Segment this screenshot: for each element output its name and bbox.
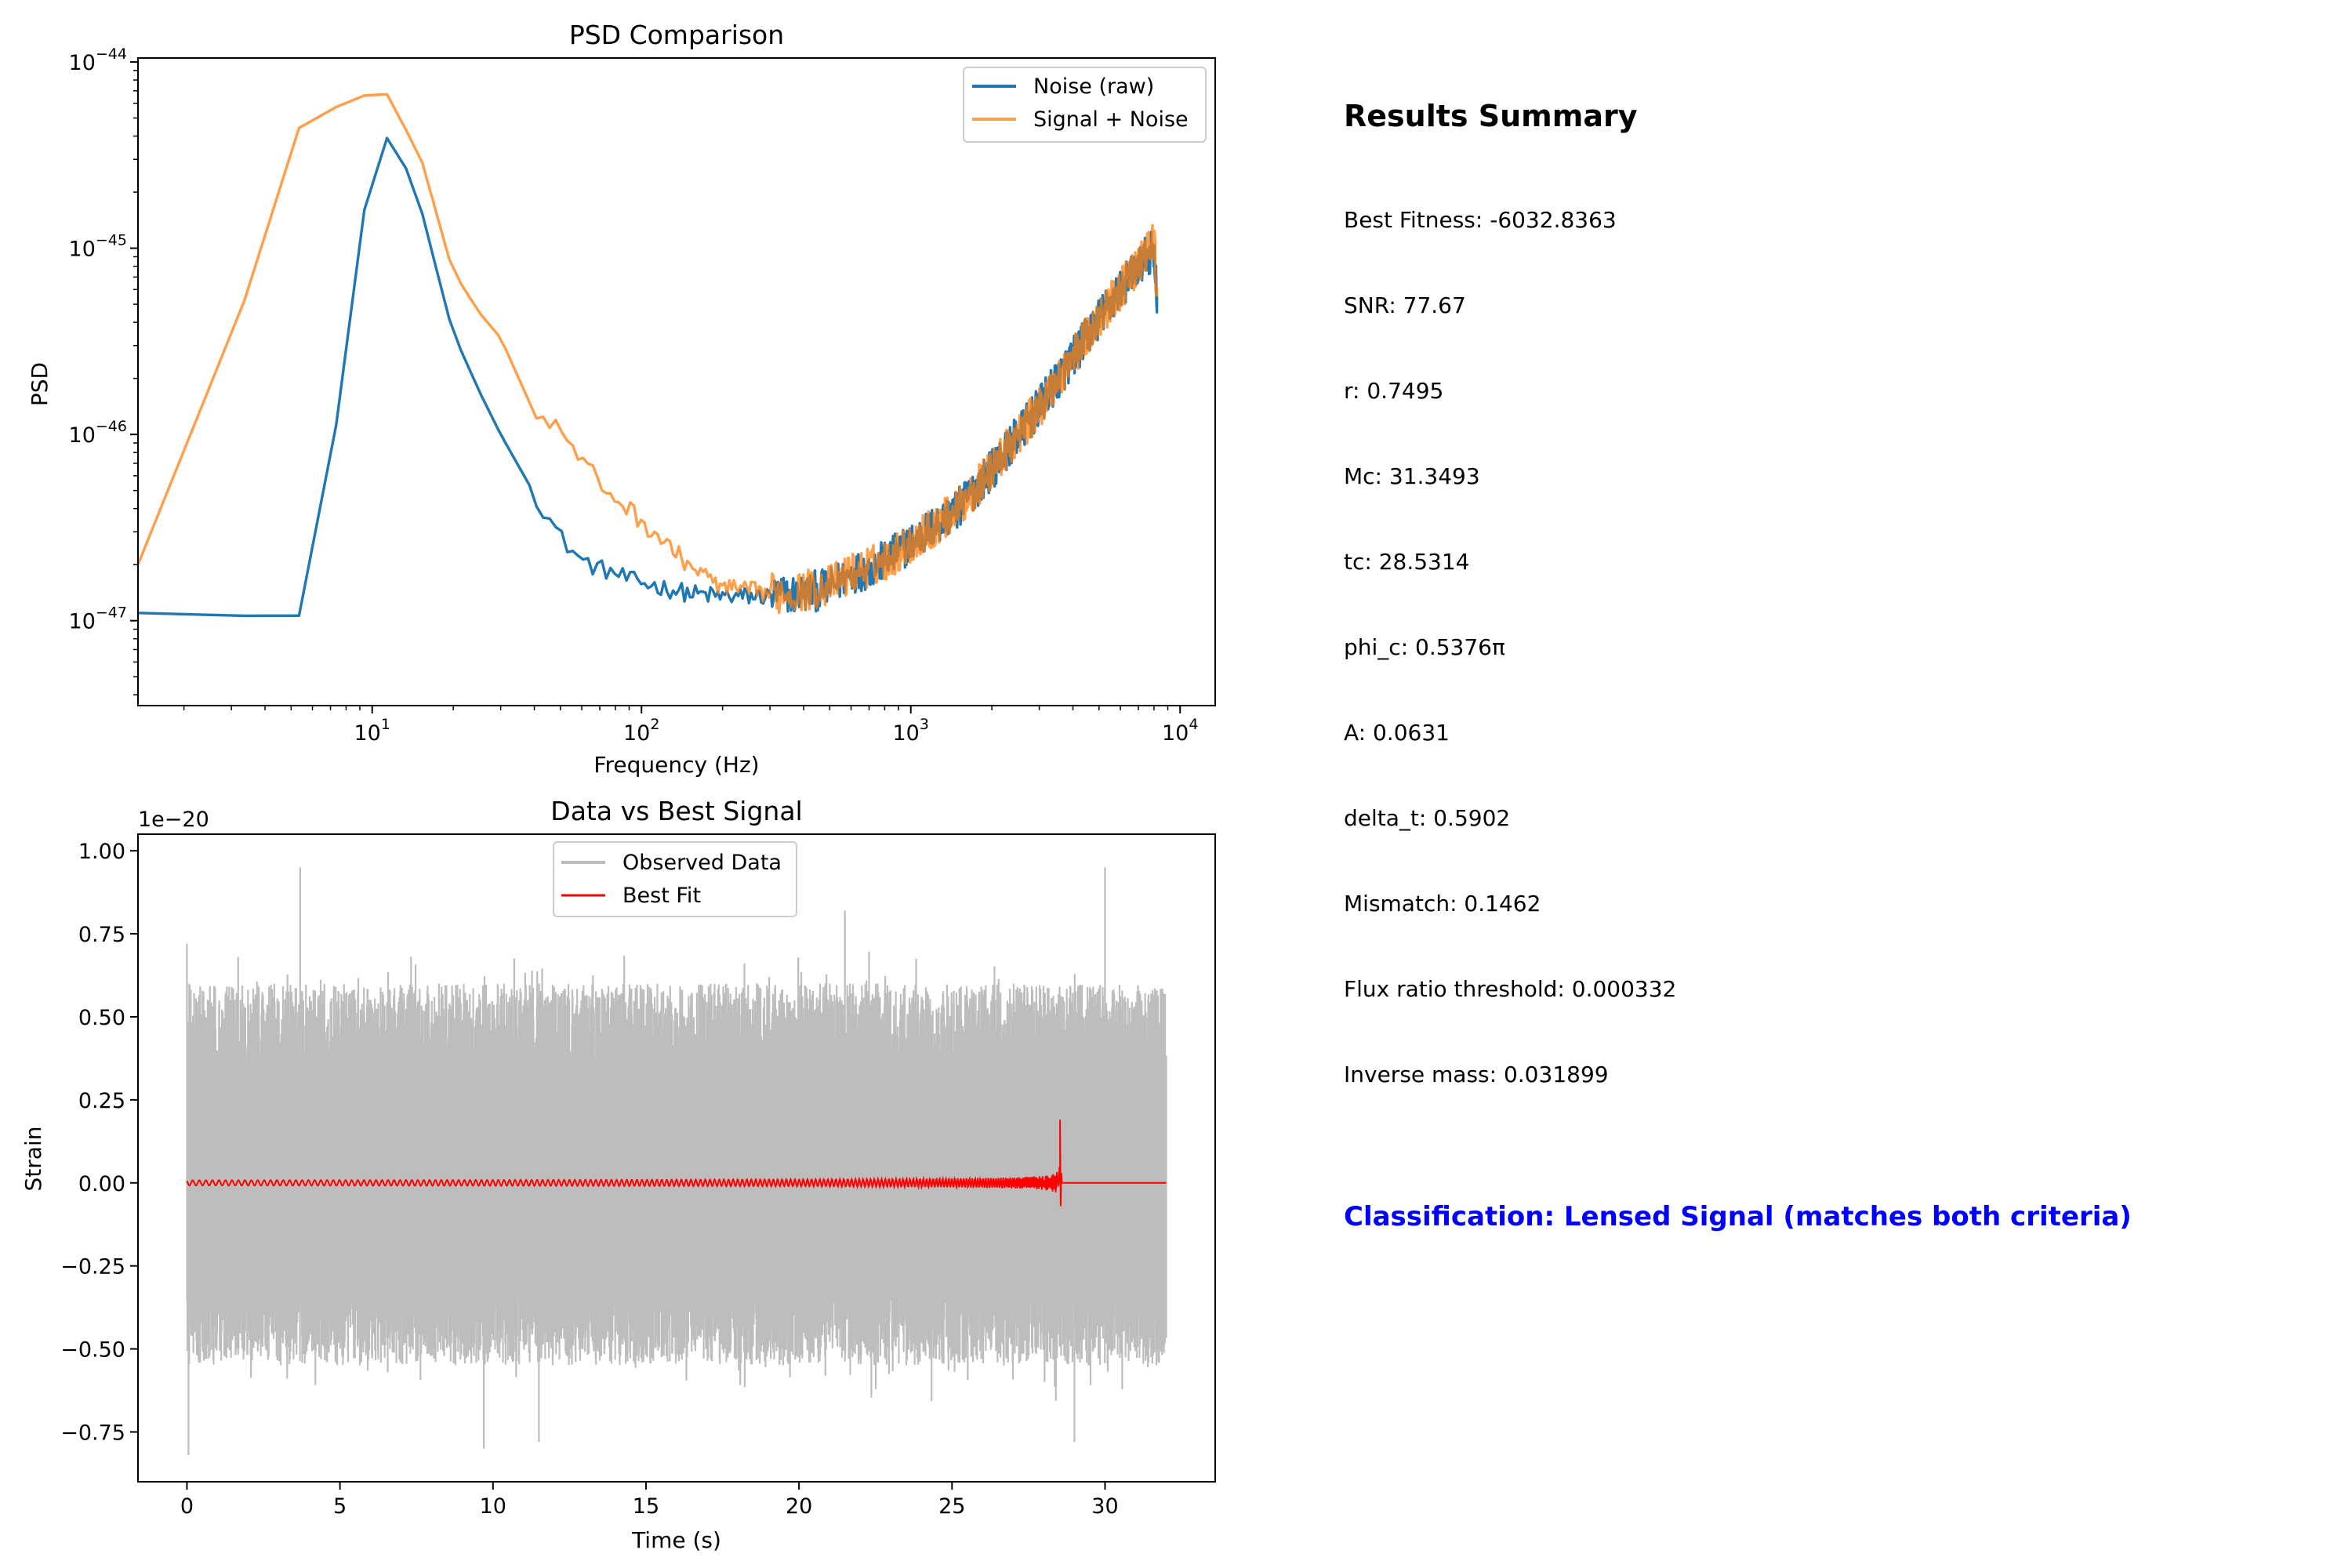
psd-plot-area xyxy=(138,93,1159,618)
psd-x-tick-label: 101 xyxy=(354,716,390,746)
timeseries-offset-label: 1e−20 xyxy=(138,808,209,832)
psd-y-tick-label: 10−47 xyxy=(69,604,127,634)
psd-legend-label-signal-noise: Signal + Noise xyxy=(1033,107,1189,132)
timeseries-y-tick-label: 0.75 xyxy=(78,923,125,947)
timeseries-y-tick-label: 0.50 xyxy=(78,1006,125,1030)
timeseries-axes-frame xyxy=(137,833,1216,1483)
timeseries-x-tick-label: 15 xyxy=(633,1494,659,1519)
summary-best-fitness: Best Fitness: -6032.8363 xyxy=(1344,207,1617,233)
psd-legend-label-noise: Noise (raw) xyxy=(1033,74,1154,99)
timeseries-x-axis: 0 5 10 15 20 25 30 xyxy=(180,1482,1119,1519)
timeseries-legend-label-best-fit: Best Fit xyxy=(622,884,701,908)
timeseries-chart: Data vs Best Signal 1e−20 0 5 10 15 20 25 30 −… xyxy=(20,796,1216,1553)
timeseries-x-tick-label: 25 xyxy=(938,1494,965,1519)
timeseries-x-tick-label: 10 xyxy=(480,1494,506,1519)
summary-mc: Mc: 31.3493 xyxy=(1344,463,1480,489)
timeseries-x-tick-label: 0 xyxy=(180,1494,194,1519)
summary-inverse-mass: Inverse mass: 0.031899 xyxy=(1344,1062,1609,1087)
timeseries-y-axis: −0.75 −0.50 −0.25 0.00 0.25 0.50 0.75 1.00 xyxy=(60,840,138,1445)
timeseries-y-tick-label: 0.25 xyxy=(78,1089,125,1113)
timeseries-legend-label-observed: Observed Data xyxy=(622,851,782,875)
psd-y-axis-label: PSD xyxy=(27,362,53,406)
timeseries-plot-area xyxy=(186,867,1167,1456)
psd-legend-box xyxy=(963,67,1207,143)
psd-legend: Noise (raw) Signal + Noise xyxy=(963,67,1207,143)
timeseries-y-tick-label: −0.50 xyxy=(60,1338,125,1363)
timeseries-y-tick-label: 1.00 xyxy=(78,840,125,864)
summary-mismatch: Mismatch: 0.1462 xyxy=(1344,891,1541,916)
summary-tc: tc: 28.5314 xyxy=(1344,549,1470,575)
timeseries-legend-box xyxy=(553,841,797,917)
timeseries-x-tick-label: 20 xyxy=(786,1494,812,1519)
timeseries-chart-title: Data vs Best Signal xyxy=(550,796,802,826)
timeseries-y-tick-label: −0.75 xyxy=(60,1421,125,1445)
summary-r: r: 0.7495 xyxy=(1344,378,1444,404)
summary-snr: SNR: 77.67 xyxy=(1344,292,1466,318)
psd-x-tick-label: 104 xyxy=(1162,716,1198,746)
timeseries-y-tick-label: −0.25 xyxy=(60,1255,125,1279)
psd-chart-title: PSD Comparison xyxy=(569,20,784,50)
psd-line-signal-noise xyxy=(138,93,1159,615)
results-summary-title: Results Summary xyxy=(1344,99,1638,133)
timeseries-y-axis-label: Strain xyxy=(20,1127,46,1192)
results-summary-panel: Results Summary Best Fitness: -6032.8363… xyxy=(1344,0,2285,1568)
psd-x-axis: 101 102 103 104 xyxy=(183,706,1198,746)
psd-y-tick-label: 10−46 xyxy=(69,418,127,448)
timeseries-x-tick-label: 5 xyxy=(333,1494,347,1519)
summary-phi-c: phi_c: 0.5376π xyxy=(1344,634,1505,660)
timeseries-line-observed xyxy=(186,867,1167,1456)
timeseries-legend: Observed Data Best Fit xyxy=(553,841,797,917)
psd-x-tick-label: 102 xyxy=(623,716,659,746)
psd-x-tick-label: 103 xyxy=(893,716,929,746)
psd-axes-frame xyxy=(137,57,1216,706)
psd-y-tick-label: 10−44 xyxy=(69,45,127,75)
summary-classification: Classification: Lensed Signal (matches b… xyxy=(1344,1201,2132,1232)
psd-x-axis-label: Frequency (Hz) xyxy=(593,752,759,778)
timeseries-y-tick-label: 0.00 xyxy=(78,1172,125,1196)
summary-flux-ratio-threshold: Flux ratio threshold: 0.000332 xyxy=(1344,976,1677,1002)
timeseries-x-tick-label: 30 xyxy=(1091,1494,1118,1519)
psd-y-tick-label: 10−45 xyxy=(69,232,127,262)
summary-delta-t: delta_t: 0.5902 xyxy=(1344,805,1511,831)
summary-a: A: 0.0631 xyxy=(1344,720,1450,746)
psd-chart: PSD Comparison 101 102 103 104 10−4710−4610… xyxy=(27,20,1216,778)
psd-line-noise xyxy=(138,136,1159,618)
timeseries-x-axis-label: Time (s) xyxy=(631,1527,721,1553)
psd-y-axis: 10−47 10−46 10−45 10−44 xyxy=(69,45,138,695)
timeseries-line-best-fit xyxy=(186,1120,1167,1207)
